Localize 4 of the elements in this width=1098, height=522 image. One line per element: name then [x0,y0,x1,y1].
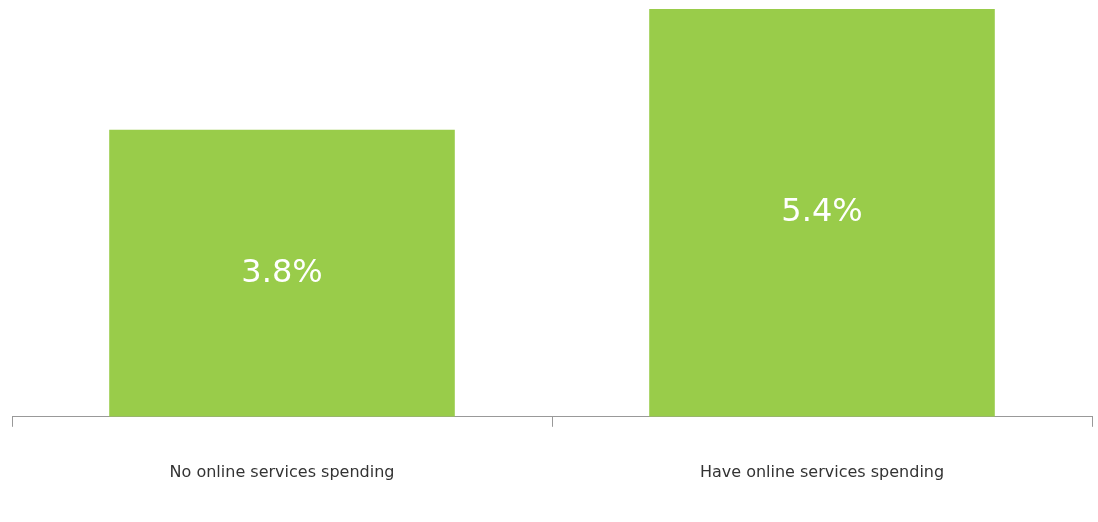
data-label: 3.8% [241,251,323,290]
x-tick-label: No online services spending [169,461,395,481]
data-label: 5.4% [781,191,863,230]
x-tick-label: Have online services spending [699,461,945,481]
